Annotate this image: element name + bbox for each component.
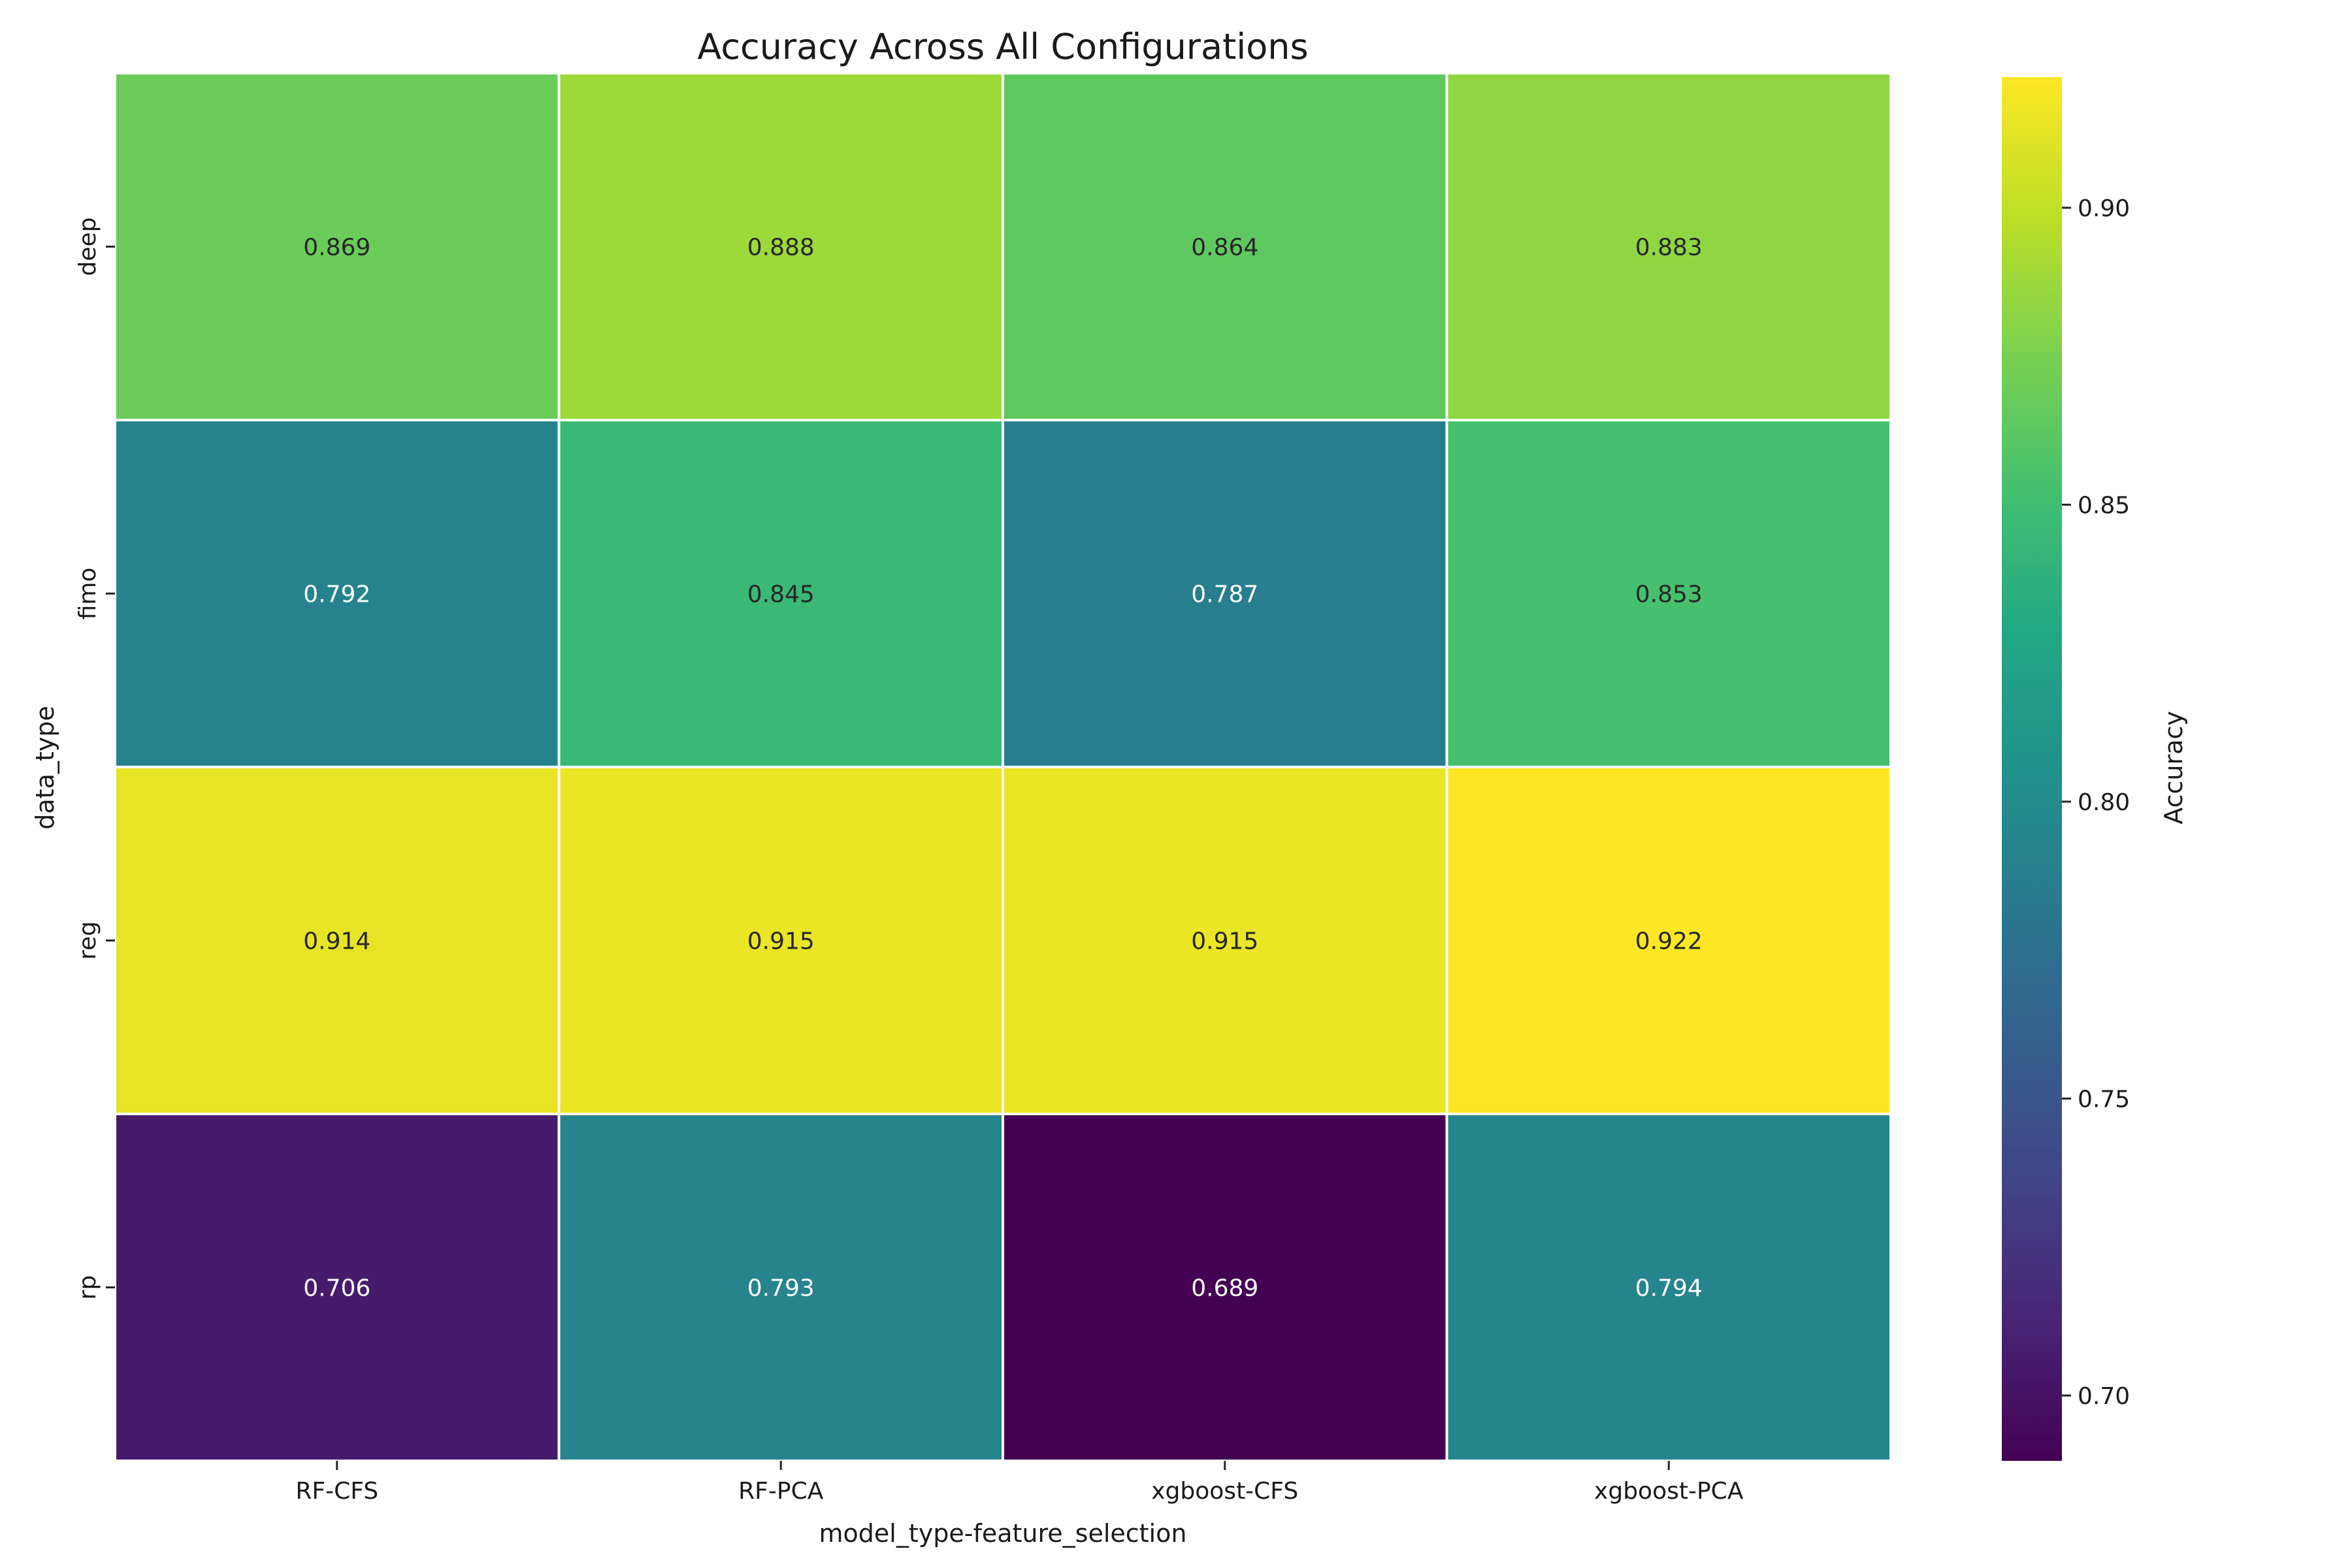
cell-value-label: 0.787 [1191, 581, 1258, 608]
heatmap-cell [557, 1113, 1004, 1462]
y-tick-label: deep [74, 218, 101, 276]
heatmap-cell [1445, 72, 1892, 421]
colorbar-tick-label: 0.80 [2078, 789, 2130, 816]
colorbar-gradient [2002, 77, 2062, 1461]
heatmap-cells: 0.869 0.888 0.864 0.883 0.792 0.845 0.787 0.853… [114, 72, 1892, 1462]
colorbar-tick-label: 0.75 [2078, 1086, 2130, 1113]
heatmap-cell [1002, 1113, 1448, 1462]
y-axis-ticks: deep fimo reg rp [74, 218, 115, 1300]
cell-value-label: 0.922 [1635, 928, 1703, 955]
heatmap-cell [1002, 72, 1448, 421]
colorbar: 0.70 0.75 0.80 0.85 0.90 Accuracy [2002, 77, 2188, 1461]
colorbar-tick-label: 0.70 [2078, 1383, 2130, 1410]
cell-value-label: 0.853 [1635, 581, 1703, 608]
heatmap-cell [557, 766, 1004, 1115]
cell-value-label: 0.864 [1191, 235, 1258, 261]
cell-value-label: 0.794 [1635, 1275, 1703, 1302]
heatmap-cell [557, 72, 1004, 421]
heatmap-cell [114, 1113, 561, 1462]
colorbar-ticks: 0.70 0.75 0.80 0.85 0.90 [2062, 195, 2130, 1410]
cell-value-label: 0.793 [747, 1275, 815, 1302]
cell-value-label: 0.883 [1635, 235, 1703, 261]
cell-value-label: 0.706 [303, 1275, 370, 1302]
heatmap-cell [114, 419, 561, 768]
y-tick-label: rp [74, 1275, 101, 1300]
colorbar-label: Accuracy [2159, 711, 2188, 825]
heatmap-cell [557, 419, 1004, 768]
cell-value-label: 0.914 [303, 928, 370, 955]
x-tick-label: RF-PCA [738, 1478, 824, 1505]
cell-value-label: 0.792 [303, 581, 370, 608]
y-tick-label: reg [74, 921, 101, 960]
x-tick-label: xgboost-PCA [1594, 1478, 1744, 1505]
heatmap-cell [1002, 419, 1448, 768]
y-tick-label: fimo [74, 568, 101, 620]
colorbar-tick-label: 0.85 [2078, 492, 2130, 519]
y-axis-label: data_type [31, 706, 59, 829]
cell-value-label: 0.845 [747, 581, 815, 608]
cell-value-label: 0.915 [1191, 928, 1258, 955]
x-axis-ticks: RF-CFS RF-PCA xgboost-CFS xgboost-PCA [295, 1461, 1744, 1505]
cell-value-label: 0.869 [303, 235, 370, 261]
heatmap-cell [1445, 1113, 1892, 1462]
x-tick-label: RF-CFS [295, 1478, 378, 1505]
chart-title: Accuracy Across All Configurations [697, 26, 1308, 67]
cell-value-label: 0.888 [747, 235, 815, 261]
cell-value-label: 0.689 [1191, 1275, 1258, 1302]
heatmap-cell [114, 72, 561, 421]
cell-value-label: 0.915 [747, 928, 815, 955]
x-tick-label: xgboost-CFS [1151, 1478, 1298, 1505]
x-axis-label: model_type-feature_selection [819, 1519, 1187, 1548]
heatmap-cell [1445, 766, 1892, 1115]
heatmap-cell [1445, 419, 1892, 768]
colorbar-tick-label: 0.90 [2078, 195, 2130, 222]
